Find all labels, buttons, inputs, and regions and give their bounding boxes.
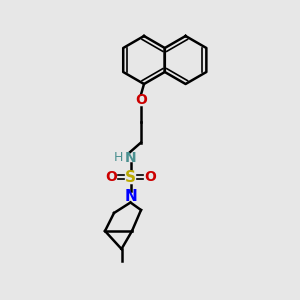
Text: N: N <box>125 151 136 164</box>
Text: N: N <box>124 189 137 204</box>
Text: O: O <box>135 94 147 107</box>
Text: O: O <box>105 170 117 184</box>
Text: O: O <box>144 170 156 184</box>
Text: H: H <box>114 151 123 164</box>
Text: S: S <box>125 169 136 184</box>
